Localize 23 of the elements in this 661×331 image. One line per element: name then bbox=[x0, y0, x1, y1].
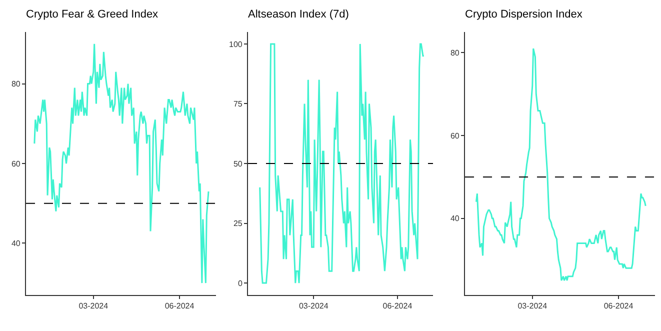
chart-title: Crypto Fear & Greed Index bbox=[26, 8, 159, 21]
x-tick-label: 06-2024 bbox=[604, 302, 634, 311]
line-series bbox=[34, 43, 210, 284]
x-tick-label: 06-2024 bbox=[164, 302, 195, 311]
y-tick-label: 0 bbox=[238, 278, 243, 288]
y-tick-label: 100 bbox=[229, 40, 243, 49]
y-tick-label: 40 bbox=[450, 214, 460, 224]
chart-title: Altseason Index (7d) bbox=[248, 8, 349, 21]
y-tick-label: 80 bbox=[11, 80, 21, 89]
chart-title: Crypto Dispersion Index bbox=[465, 8, 583, 21]
y-tick-label: 50 bbox=[233, 159, 243, 168]
y-tick-label: 80 bbox=[450, 48, 460, 58]
x-tick-label: 03-2024 bbox=[298, 302, 329, 311]
y-tick-label: 60 bbox=[11, 159, 21, 168]
x-tick-label: 06-2024 bbox=[382, 302, 413, 311]
y-tick-label: 40 bbox=[11, 239, 21, 248]
x-tick-label: 03-2024 bbox=[518, 302, 548, 311]
y-tick-label: 25 bbox=[233, 219, 243, 228]
y-tick-label: 60 bbox=[450, 131, 460, 140]
y-tick-label: 75 bbox=[233, 100, 243, 109]
line-series bbox=[259, 43, 425, 284]
line-series bbox=[475, 48, 646, 282]
x-tick-label: 03-2024 bbox=[78, 302, 109, 311]
